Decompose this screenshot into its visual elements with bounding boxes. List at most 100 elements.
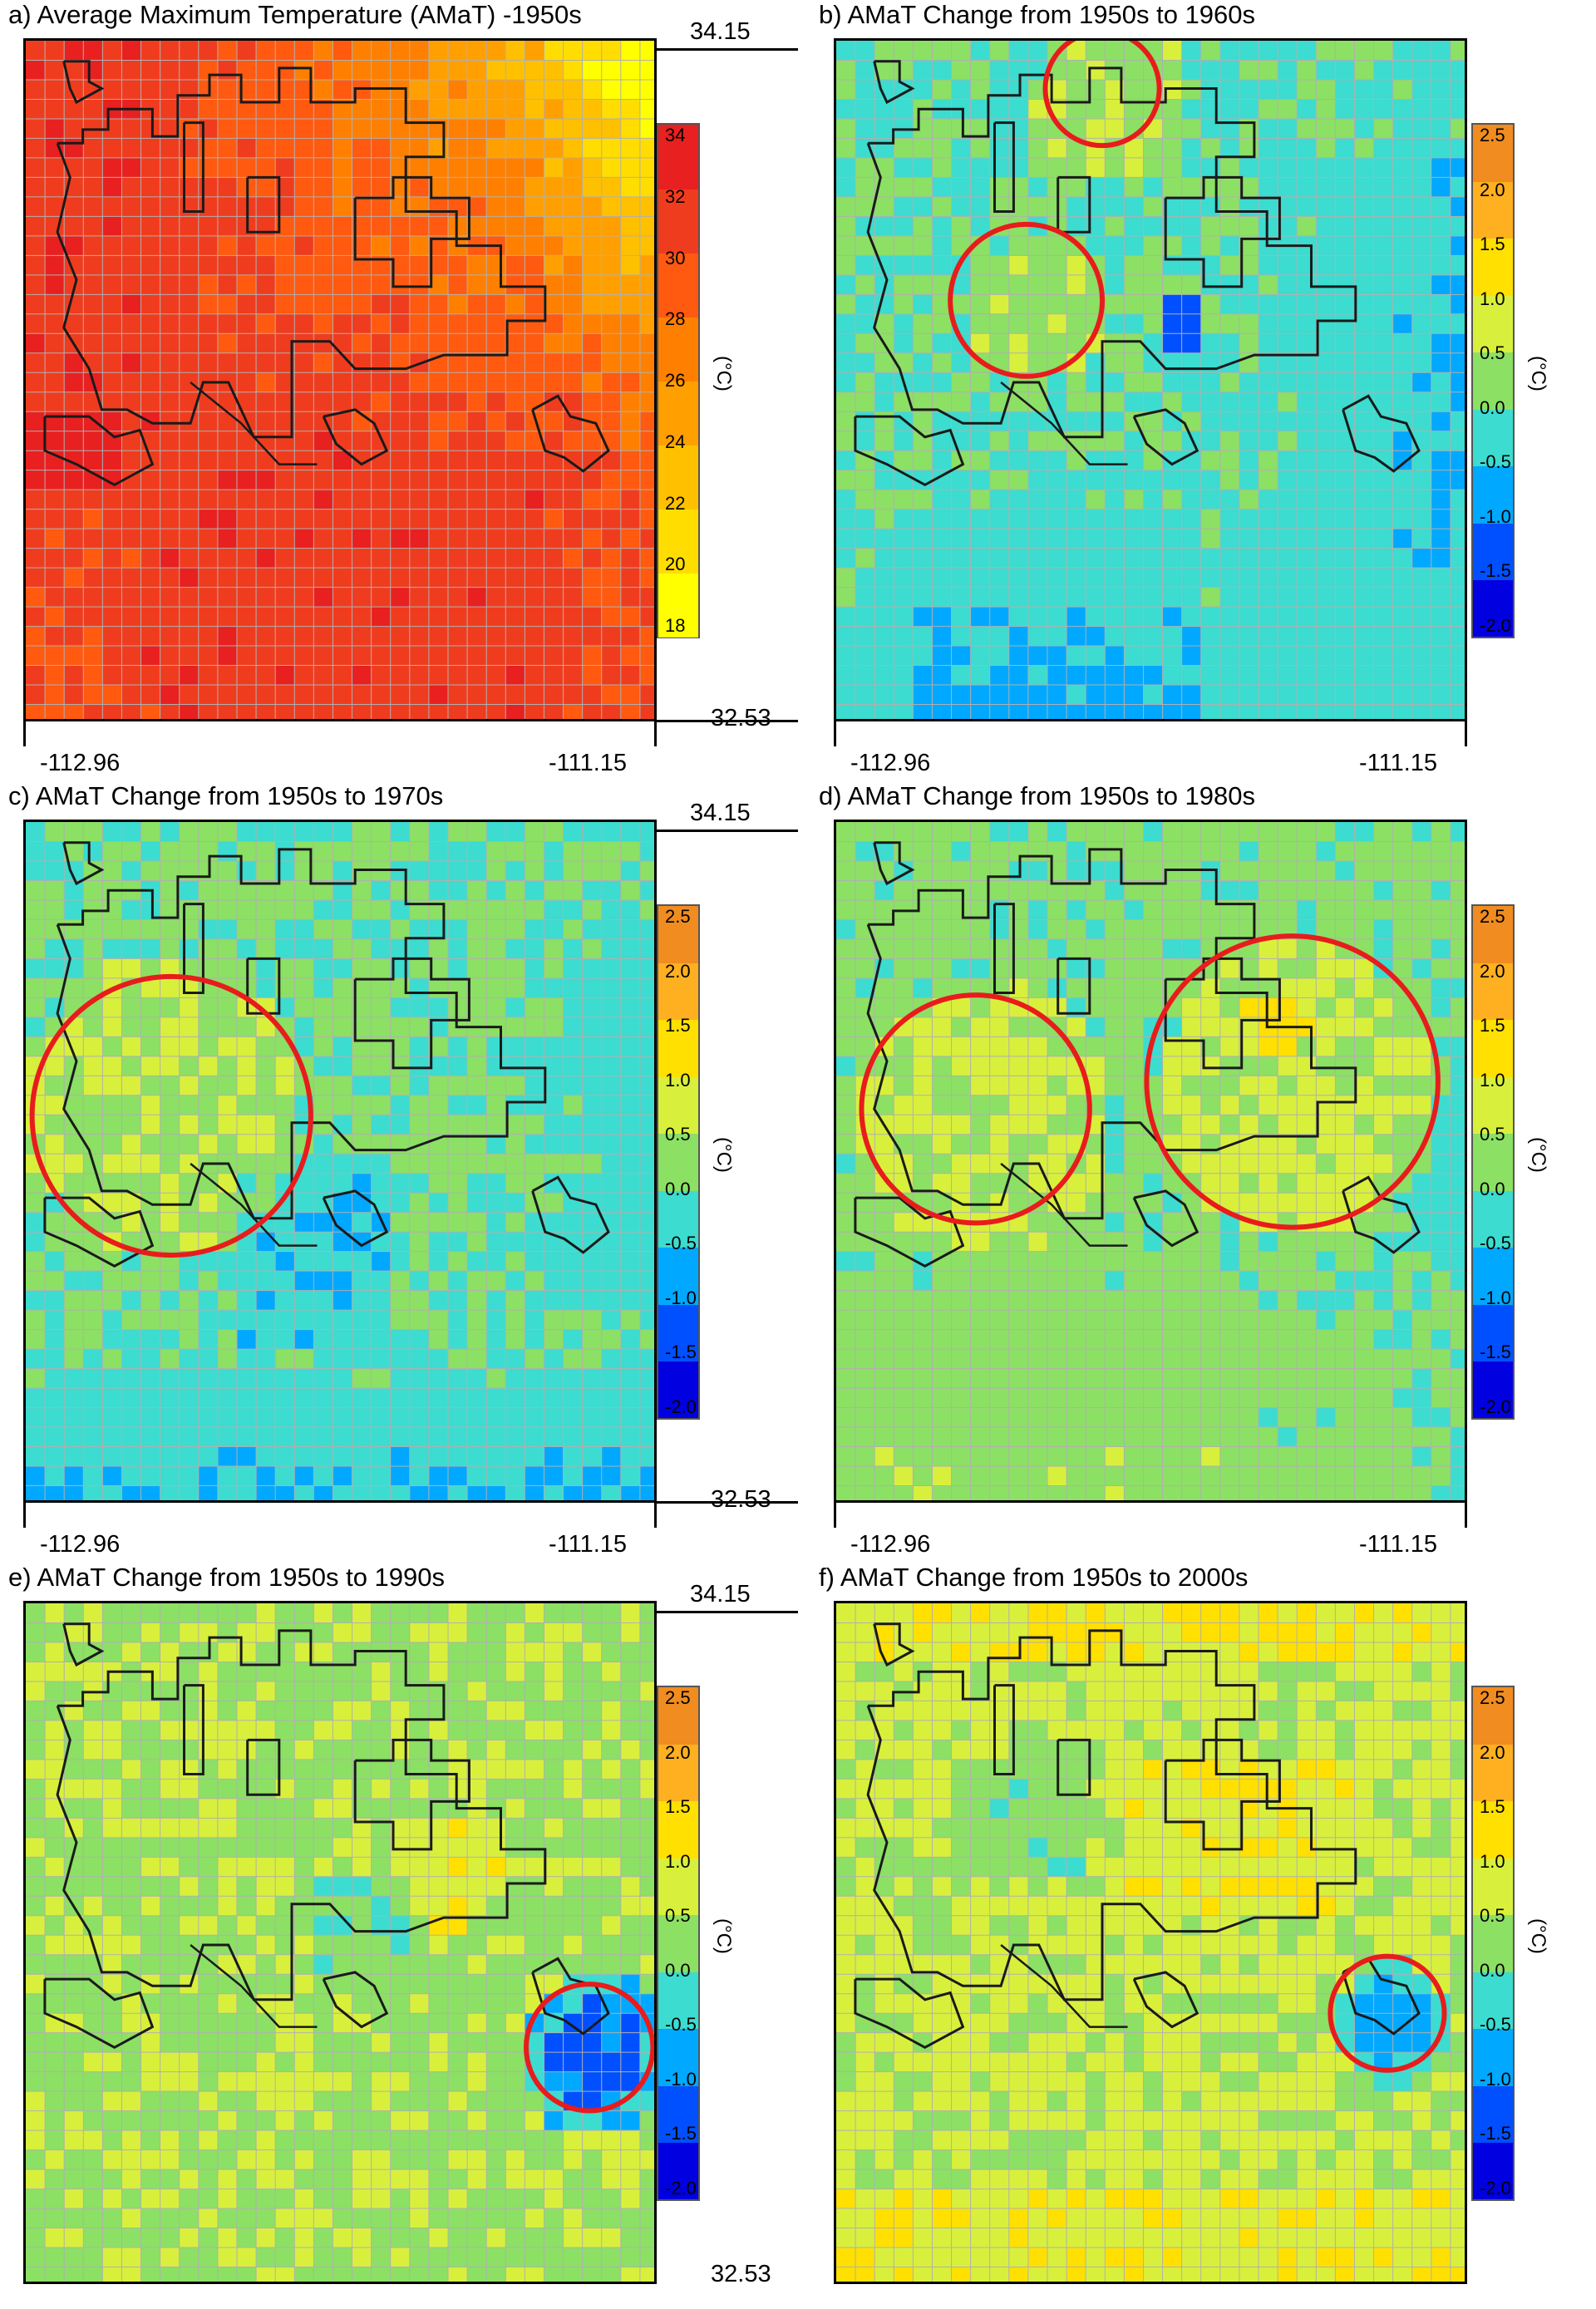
- heatmap-cell: [505, 685, 525, 705]
- heatmap-cell: [294, 1212, 314, 1233]
- heatmap-cell: [26, 1407, 46, 1428]
- heatmap-cell: [352, 196, 372, 217]
- heatmap-cell: [1411, 157, 1432, 178]
- heatmap-cell: [428, 79, 449, 100]
- heatmap-cell: [563, 626, 584, 647]
- heatmap-cell: [390, 431, 411, 451]
- heatmap-cell: [1278, 1251, 1298, 1272]
- heatmap-cell: [1373, 177, 1394, 198]
- heatmap-cell: [486, 1095, 506, 1115]
- heatmap-cell: [217, 1095, 238, 1115]
- colorbar-tick-label: 0.0: [1480, 396, 1505, 418]
- heatmap-cell: [505, 607, 525, 627]
- colorbar-swatch: [658, 189, 698, 254]
- heatmap-cell: [601, 274, 622, 295]
- heatmap-cell: [1200, 1407, 1221, 1428]
- heatmap-cell: [256, 1407, 276, 1428]
- heatmap-cell: [140, 1076, 161, 1096]
- heatmap-cell: [448, 41, 468, 61]
- heatmap-cell: [874, 391, 894, 412]
- heatmap-cell: [1411, 196, 1432, 217]
- heatmap-cell: [1219, 470, 1240, 490]
- heatmap-cell: [256, 1329, 276, 1350]
- heatmap-cell: [332, 1388, 352, 1408]
- heatmap-cell: [951, 79, 972, 100]
- heatmap-cell: [256, 177, 276, 198]
- heatmap-cell: [486, 1212, 506, 1233]
- heatmap-cell: [563, 646, 584, 666]
- heatmap-cell: [544, 1427, 564, 1447]
- heatmap-cell: [1335, 1017, 1355, 1037]
- heatmap-cell: [1219, 1017, 1240, 1037]
- heatmap-cell: [352, 665, 372, 686]
- heatmap-cell: [601, 118, 622, 139]
- heatmap-cell: [1066, 1388, 1086, 1408]
- heatmap-cell: [313, 587, 333, 608]
- heatmap-cell: [582, 1290, 603, 1311]
- heatmap-cell: [179, 509, 200, 529]
- heatmap-cell: [390, 313, 411, 334]
- heatmap-cell: [237, 138, 257, 159]
- heatmap-cell: [121, 1310, 141, 1331]
- heatmap-cell: [102, 841, 122, 862]
- heatmap-cell: [1086, 411, 1106, 432]
- heatmap-cell: [1354, 1466, 1374, 1486]
- heatmap-cell: [951, 1388, 972, 1408]
- heatmap-cell: [1431, 1232, 1451, 1253]
- heatmap-cell: [1181, 1251, 1202, 1272]
- heatmap-cell: [467, 372, 487, 393]
- heatmap-cell: [505, 1388, 525, 1408]
- heatmap-cell: [1411, 313, 1432, 334]
- heatmap-cell: [448, 294, 468, 315]
- heatmap-cell: [989, 1251, 1010, 1272]
- heatmap-cell: [1431, 255, 1451, 276]
- heatmap-cell: [409, 138, 430, 159]
- colorbar-swatch: [658, 1361, 698, 1419]
- heatmap-cell: [620, 255, 641, 276]
- heatmap-cell: [160, 1115, 180, 1135]
- heatmap-cell: [313, 899, 333, 920]
- heatmap-cell: [1450, 1036, 1465, 1057]
- heatmap-cell: [160, 938, 180, 959]
- heatmap-cell: [1411, 1251, 1432, 1272]
- heatmap-cell: [275, 235, 295, 256]
- heatmap-cell: [1411, 1271, 1432, 1292]
- heatmap-cell: [294, 99, 314, 120]
- heatmap-cell: [1259, 274, 1278, 295]
- heatmap-cell: [1086, 41, 1106, 61]
- heatmap-cell: [544, 157, 564, 178]
- heatmap-cell: [121, 1095, 141, 1115]
- heatmap-cell: [1354, 41, 1374, 61]
- heatmap-cell: [371, 587, 392, 608]
- heatmap-cell: [970, 938, 991, 959]
- heatmap-cell: [1297, 1232, 1317, 1253]
- heatmap-cell: [390, 841, 411, 862]
- heatmap-cell: [1316, 470, 1336, 490]
- heatmap-cell: [525, 1485, 544, 1500]
- heatmap-cell: [217, 1212, 238, 1233]
- heatmap-cell: [525, 411, 544, 432]
- heatmap-cell: [1316, 1388, 1336, 1408]
- heatmap-cell: [121, 899, 141, 920]
- heatmap-cell: [582, 1407, 603, 1428]
- heatmap-cell: [179, 607, 200, 627]
- heatmap-cell: [428, 1193, 449, 1214]
- heatmap-cell: [198, 1329, 219, 1350]
- heatmap-cell: [601, 665, 622, 686]
- heatmap-cell: [951, 118, 972, 139]
- heatmap-cell: [894, 685, 914, 705]
- heatmap-cell: [1431, 216, 1451, 237]
- heatmap-cell: [1047, 1446, 1067, 1467]
- heatmap-cell: [1259, 313, 1278, 334]
- heatmap-cell: [121, 1212, 141, 1233]
- heatmap-cell: [256, 958, 276, 979]
- heatmap-cell: [639, 431, 654, 451]
- heatmap-svg: [836, 41, 1465, 719]
- heatmap-cell: [1316, 509, 1336, 529]
- heatmap-cell: [989, 1193, 1010, 1214]
- heatmap-cell: [428, 294, 449, 315]
- heatmap-cell: [409, 313, 430, 334]
- heatmap-cell: [390, 1466, 411, 1486]
- heatmap-cell: [179, 177, 200, 198]
- heatmap-cell: [1450, 118, 1465, 139]
